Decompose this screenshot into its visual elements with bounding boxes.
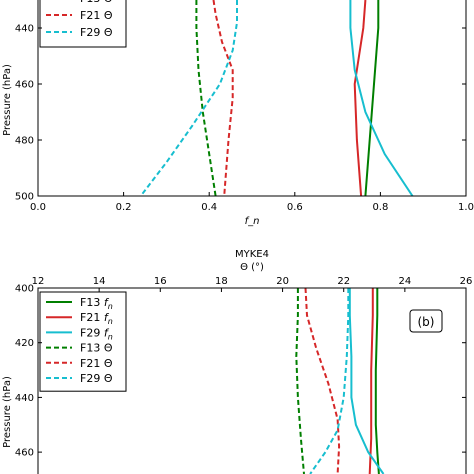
x-tick-label-0-0: 0.0: [30, 202, 46, 213]
legend-box-1: [39, 291, 127, 392]
legend-label-0-2: F29 Θ: [80, 26, 113, 39]
series-line-1-2: [348, 288, 385, 474]
x-tick-label-1-3: 18: [215, 276, 228, 287]
legend-label-1-4: F21 Θ: [80, 357, 113, 370]
y-tick-label-0-3: 500: [15, 192, 34, 203]
panel-a-frame: [37, 0, 467, 197]
legend-label-1-0: F13 fn: [80, 296, 113, 311]
legend-label-0-1: F21 Θ: [80, 9, 113, 22]
series-line-0-0: [364, 0, 380, 196]
series-line-0-3: [195, 0, 217, 196]
series-line-1-4: [304, 288, 341, 474]
panel-b-label-box: (b): [409, 309, 443, 333]
panel-a-ylabel: Pressure (hPa): [2, 64, 13, 136]
series-line-0-2: [349, 0, 414, 196]
panel-b-frame: [37, 287, 467, 474]
x-tick-label-0-2: 0.4: [201, 202, 217, 213]
series-line-1-1: [368, 288, 374, 474]
panel-b-label: (b): [418, 315, 435, 329]
legend-box-0: [39, 0, 127, 48]
y-tick-label-0-1: 460: [15, 80, 34, 91]
x-tick-label-1-0: 12: [32, 276, 45, 287]
panel-b-series: [295, 288, 385, 474]
legend-label-1-1: F21 fn: [80, 311, 113, 326]
y-tick-label-1-3: 460: [15, 448, 34, 459]
x-tick-label-0-3: 0.6: [287, 202, 303, 213]
legend-label-1-5: F29 Θ: [80, 372, 113, 385]
x-tick-label-1-7: 26: [460, 276, 473, 287]
x-tick-label-1-5: 22: [337, 276, 350, 287]
series-line-0-4: [212, 0, 234, 196]
x-tick-label-0-5: 1.0: [458, 202, 474, 213]
legend-label-1-3: F13 Θ: [80, 342, 113, 355]
panel-a: F13 Θ F21 Θ F29 Θ 0.0 0.2 0.4 0.6 0.8 1.0 440 460…: [2, 0, 474, 227]
series-line-0-5: [139, 0, 238, 196]
panel-b-top-axis-label: Θ (°): [240, 262, 264, 273]
series-line-1-0: [374, 288, 380, 474]
series-line-0-1: [353, 0, 367, 196]
panel-a-legend: F13 Θ F21 Θ F29 Θ: [39, 0, 127, 48]
x-tick-label-1-4: 20: [276, 276, 289, 287]
y-tick-label-1-0: 400: [15, 284, 34, 295]
y-tick-label-0-0: 440: [15, 24, 34, 35]
legend-label-1-2: F29 fn: [80, 326, 113, 341]
series-line-1-5: [309, 288, 350, 474]
panel-b-title: MYKE4: [235, 249, 269, 260]
x-tick-label-1-2: 16: [154, 276, 167, 287]
panel-a-ticks: 0.0 0.2 0.4 0.6 0.8 1.0 440 460 480 500: [15, 24, 474, 214]
x-tick-label-1-1: 14: [93, 276, 106, 287]
y-tick-label-1-2: 440: [15, 393, 34, 404]
x-tick-label-1-6: 24: [398, 276, 411, 287]
x-tick-label-0-1: 0.2: [116, 202, 132, 213]
x-tick-label-0-4: 0.8: [372, 202, 388, 213]
panel-b-ylabel: Pressure (hPa): [2, 376, 13, 448]
legend-label-0-0: F13 Θ: [80, 0, 113, 5]
y-tick-label-0-2: 480: [15, 136, 34, 147]
panel-a-series: [139, 0, 414, 196]
series-line-1-3: [295, 288, 305, 474]
panel-b-ticks: 12 14 16 18 20 22 24 26 400 420 440 460: [15, 276, 472, 459]
y-tick-label-1-1: 420: [15, 338, 34, 349]
panel-a-xlabel: f_n: [245, 216, 260, 227]
